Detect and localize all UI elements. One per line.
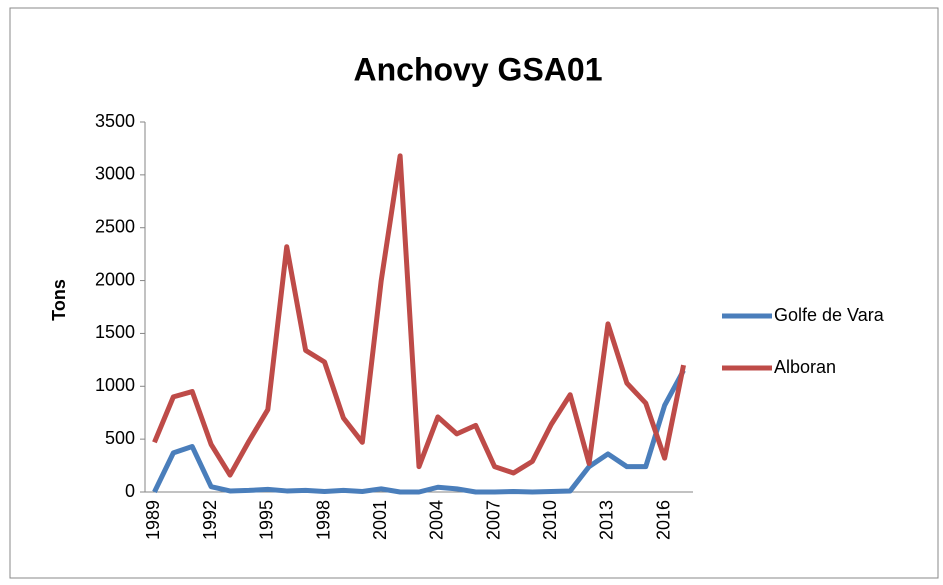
x-tick-label: 2001 — [370, 500, 390, 540]
y-tick-label: 2000 — [95, 269, 135, 289]
y-tick-label: 2500 — [95, 216, 135, 236]
legend-label: Alboran — [774, 357, 836, 377]
y-tick-label: 3500 — [95, 111, 135, 131]
series-line — [152, 369, 686, 495]
x-tick-label: 2007 — [483, 500, 503, 540]
y-tick-label: 0 — [125, 481, 135, 501]
x-tick-label: 1995 — [257, 500, 277, 540]
y-tick-label: 500 — [105, 428, 135, 448]
x-tick-label: 2004 — [427, 500, 447, 540]
y-axis-label: Tons — [49, 279, 69, 321]
x-tick-label: 2010 — [540, 500, 560, 540]
chart-title: Anchovy GSA01 — [354, 51, 603, 87]
y-tick-label: 1000 — [95, 375, 135, 395]
series-line — [152, 153, 687, 478]
x-tick-label: 1989 — [143, 500, 163, 540]
x-tick-label: 2013 — [597, 500, 617, 540]
x-tick-label: 1998 — [313, 500, 333, 540]
y-tick-label: 3000 — [95, 164, 135, 184]
x-tick-label: 1992 — [200, 500, 220, 540]
chart-border — [9, 7, 939, 579]
legend-label: Golfe de Vara — [774, 305, 885, 325]
x-tick-label: 2016 — [653, 500, 673, 540]
y-tick-label: 1500 — [95, 322, 135, 342]
